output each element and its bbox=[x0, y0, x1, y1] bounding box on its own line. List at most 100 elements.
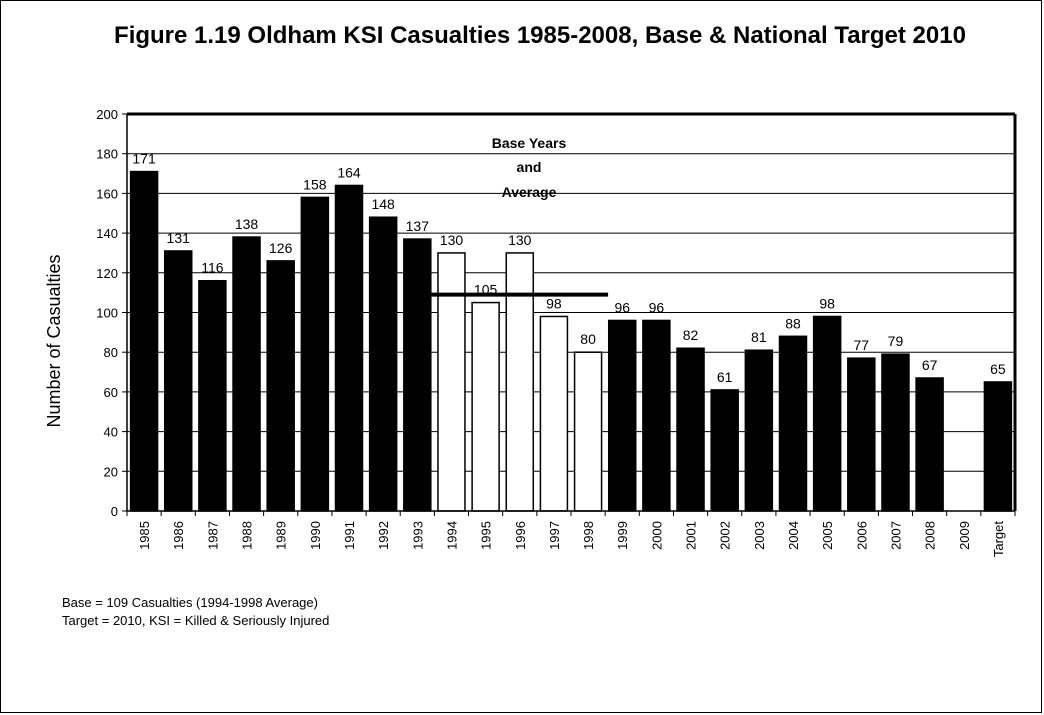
value-label-1993: 137 bbox=[406, 218, 430, 234]
axes: 0 20 40 60 80 100 120 140 160 180 200 1985 1986 1987 1… bbox=[96, 107, 1017, 558]
x-tick-label-1986: 1986 bbox=[171, 521, 186, 550]
bar-1998 bbox=[573, 351, 603, 512]
value-label-2004: 88 bbox=[785, 315, 801, 331]
chart-notes: Base = 109 Casualties (1994-1998 Average… bbox=[62, 594, 329, 630]
x-tick-label-2001: 2001 bbox=[684, 521, 699, 550]
bar-1989 bbox=[266, 260, 295, 512]
x-tick-label-2007: 2007 bbox=[888, 521, 903, 550]
bar-1988 bbox=[232, 236, 261, 512]
bar-1997 bbox=[539, 315, 569, 512]
value-label-1986: 131 bbox=[167, 230, 191, 246]
value-label-1997: 98 bbox=[546, 295, 562, 311]
data-labels: 1711311161381261581641481371301051309880… bbox=[132, 151, 1006, 385]
value-label-2006: 77 bbox=[854, 337, 870, 353]
y-tick-label: 40 bbox=[104, 425, 118, 440]
bar-Target bbox=[983, 381, 1013, 512]
base-note: Base = 109 Casualties (1994-1998 Average… bbox=[62, 595, 318, 610]
x-tick-label-1994: 1994 bbox=[444, 521, 459, 550]
bar-1990 bbox=[300, 196, 330, 512]
x-tick-label-2005: 2005 bbox=[820, 521, 835, 550]
x-tick-label-1997: 1997 bbox=[547, 521, 562, 550]
bar-2003 bbox=[744, 349, 774, 512]
value-label-1998: 80 bbox=[580, 331, 596, 347]
value-label-Target: 65 bbox=[990, 361, 1006, 377]
y-tick-label: 120 bbox=[96, 266, 118, 281]
y-tick-label: 0 bbox=[111, 504, 118, 519]
bars bbox=[129, 170, 1013, 512]
value-label-1989: 126 bbox=[269, 240, 293, 256]
annotation-line-3: Average bbox=[502, 184, 557, 200]
y-tick-label: 200 bbox=[96, 107, 118, 122]
x-tick-label-2003: 2003 bbox=[752, 521, 767, 550]
value-label-2003: 81 bbox=[751, 329, 767, 345]
x-tick-label-2006: 2006 bbox=[854, 521, 869, 550]
y-tick-label: 180 bbox=[96, 147, 118, 162]
x-tick-label-1999: 1999 bbox=[615, 521, 630, 550]
value-label-2001: 82 bbox=[683, 327, 699, 343]
target-note: Target = 2010, KSI = Killed & Seriously … bbox=[62, 613, 330, 628]
x-tick-label-1989: 1989 bbox=[274, 521, 289, 550]
y-tick-label: 140 bbox=[96, 226, 118, 241]
value-label-2005: 98 bbox=[819, 295, 835, 311]
bar-1994 bbox=[437, 252, 466, 512]
bar-1986 bbox=[163, 250, 193, 512]
bar-2008 bbox=[915, 377, 944, 512]
y-tick-label: 100 bbox=[96, 306, 118, 321]
value-label-2002: 61 bbox=[717, 369, 733, 385]
value-label-1987: 116 bbox=[201, 260, 224, 276]
x-tick-label-2002: 2002 bbox=[718, 521, 733, 550]
value-label-1992: 148 bbox=[371, 196, 395, 212]
y-tick-label: 80 bbox=[104, 345, 118, 360]
x-tick-label-1991: 1991 bbox=[342, 521, 357, 550]
x-tick-label-1988: 1988 bbox=[240, 521, 255, 550]
x-tick-label-1992: 1992 bbox=[376, 521, 391, 550]
bar-1991 bbox=[334, 184, 364, 512]
y-axis-label: Number of Casualties bbox=[44, 254, 64, 427]
bar-1992 bbox=[368, 216, 398, 512]
x-tick-label-1998: 1998 bbox=[581, 521, 596, 550]
x-tick-label-1996: 1996 bbox=[513, 521, 528, 550]
value-label-2000: 96 bbox=[649, 299, 665, 315]
bar-1996 bbox=[505, 252, 535, 512]
bar-2001 bbox=[676, 347, 705, 512]
bar-2004 bbox=[778, 335, 808, 512]
base-years-annotation: Base Years and Average bbox=[492, 135, 567, 200]
value-label-1985: 171 bbox=[132, 151, 156, 167]
bar-2000 bbox=[642, 319, 671, 512]
value-label-1988: 138 bbox=[235, 216, 259, 232]
x-tick-label-Target: Target bbox=[991, 521, 1006, 558]
bar-1999 bbox=[607, 319, 637, 512]
annotation-line-2: and bbox=[517, 159, 542, 175]
y-tick-label: 20 bbox=[104, 464, 118, 479]
y-tick-label: 60 bbox=[104, 385, 118, 400]
value-label-2007: 79 bbox=[888, 333, 904, 349]
value-label-1996: 130 bbox=[508, 232, 532, 248]
x-tick-label-2004: 2004 bbox=[786, 521, 801, 550]
value-label-1994: 130 bbox=[440, 232, 464, 248]
bar-2005 bbox=[812, 315, 842, 512]
bar-2007 bbox=[881, 353, 910, 512]
x-tick-label-2000: 2000 bbox=[649, 521, 664, 550]
bar-1995 bbox=[471, 301, 500, 512]
value-label-1999: 96 bbox=[614, 299, 630, 315]
chart-title: Figure 1.19 Oldham KSI Casualties 1985-2… bbox=[114, 22, 966, 49]
x-tick-label-1985: 1985 bbox=[137, 521, 152, 550]
value-label-2008: 67 bbox=[922, 357, 938, 373]
bar-1985 bbox=[129, 170, 159, 512]
bar-2006 bbox=[847, 357, 876, 512]
bar-1987 bbox=[198, 279, 227, 512]
x-tick-label-1993: 1993 bbox=[410, 521, 425, 550]
bar-1993 bbox=[403, 238, 432, 512]
annotation-line-1: Base Years bbox=[492, 135, 567, 151]
y-tick-label: 160 bbox=[96, 186, 118, 201]
value-label-1991: 164 bbox=[337, 164, 361, 180]
value-label-1990: 158 bbox=[303, 176, 327, 192]
x-tick-label-1995: 1995 bbox=[479, 521, 494, 550]
x-tick-label-2009: 2009 bbox=[957, 521, 972, 550]
x-tick-label-1990: 1990 bbox=[308, 521, 323, 550]
x-tick-label-2008: 2008 bbox=[923, 521, 938, 550]
x-tick-label-1987: 1987 bbox=[205, 521, 220, 550]
bar-2002 bbox=[710, 389, 739, 512]
